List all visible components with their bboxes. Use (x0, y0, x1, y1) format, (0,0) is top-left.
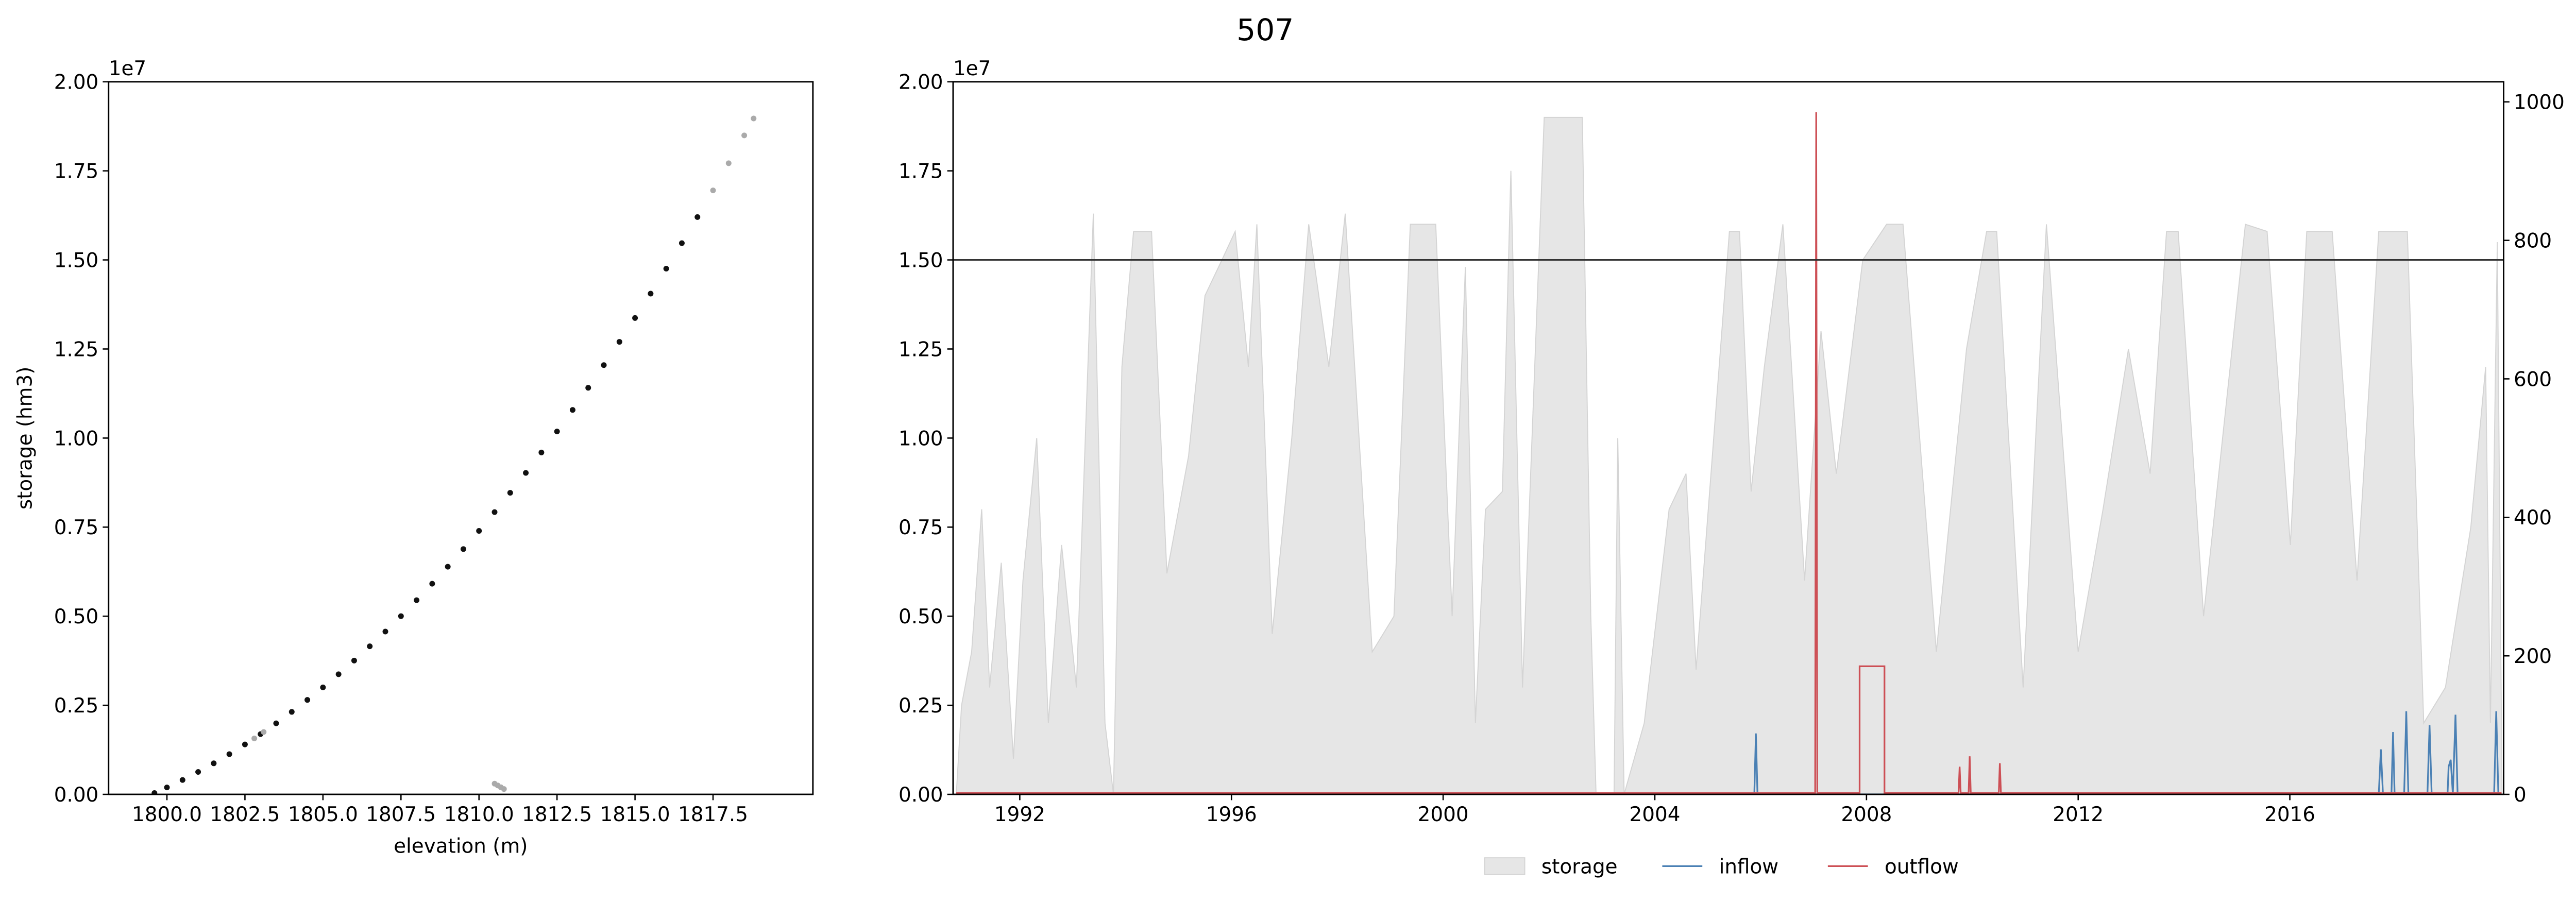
scatter-point (320, 684, 326, 690)
y-tick-label: 0.00 (899, 784, 943, 807)
scatter-point (679, 240, 685, 246)
scatter-point (382, 628, 388, 635)
x-tick-label: 2000 (1418, 803, 1469, 826)
scatter-point (725, 160, 732, 166)
scatter-point (398, 613, 404, 619)
area (956, 116, 2503, 795)
legend-swatch (1484, 857, 1526, 875)
scatter-point (476, 528, 482, 534)
scatter-point (616, 339, 622, 345)
y-tick-label: 2.00 (899, 71, 943, 94)
y-tick-label: 1.50 (54, 249, 99, 272)
y2-tick-label: 0 (2514, 784, 2527, 807)
x-tick-label: 1817.5 (678, 803, 748, 826)
y2-tick-label: 1000 (2514, 91, 2565, 114)
y-tick-label: 2.00 (54, 71, 99, 94)
scatter-point (460, 546, 466, 552)
x-tick-label: 1815.0 (600, 803, 670, 826)
line (956, 112, 2502, 794)
scatter-point (273, 720, 279, 726)
scatter-point (226, 751, 232, 757)
x-tick-label: 1810.0 (444, 803, 514, 826)
x-tick-label: 2008 (1841, 803, 1892, 826)
scatter-point (242, 741, 248, 747)
y-tick-label: 1.00 (54, 427, 99, 450)
x-tick-label: 1996 (1206, 803, 1257, 826)
y-tick-label: 1.75 (54, 160, 99, 183)
y-tick-label: 1.75 (899, 160, 943, 183)
scatter-point (429, 581, 435, 587)
scatter-point (507, 490, 513, 496)
scatter-point (151, 790, 158, 795)
legend: storage inflow outflow (1484, 855, 1959, 878)
scatter-point (694, 214, 701, 220)
y-offset-label: 1e7 (953, 57, 991, 80)
legend-label: outflow (1885, 855, 1959, 878)
scatter-point (554, 429, 560, 435)
y2-tick-label: 400 (2514, 506, 2552, 530)
scatter-point (195, 769, 201, 775)
y-tick-label: 1.25 (899, 338, 943, 361)
scatter-point (289, 709, 295, 715)
scatter-point (663, 266, 669, 272)
y-tick-label: 0.75 (54, 516, 99, 539)
scatter-point (211, 760, 217, 767)
scatter-point (304, 697, 311, 703)
scatter-point (585, 385, 591, 391)
chart-title: 507 (1236, 12, 1294, 47)
plot-area (953, 112, 2504, 795)
scatter-point (251, 735, 258, 741)
scatter-point (648, 291, 654, 297)
legend-label: inflow (1719, 855, 1778, 878)
scatter-point (601, 362, 607, 368)
y-tick-label: 0.50 (899, 605, 943, 628)
scatter-point (751, 115, 757, 122)
x-tick-label: 1802.5 (210, 803, 280, 826)
scatter-point (351, 657, 357, 663)
x-tick-label: 1812.5 (522, 803, 592, 826)
scatter-point (523, 470, 529, 476)
scatter-point (538, 449, 545, 455)
y-tick-label: 0.75 (899, 516, 943, 539)
x-tick-label: 1800.0 (132, 803, 202, 826)
y-tick-label: 1.25 (54, 338, 99, 361)
scatter-point (492, 509, 498, 515)
y-tick-label: 1.00 (899, 427, 943, 450)
scatter-point (569, 407, 575, 413)
x-tick-label: 2012 (2053, 803, 2104, 826)
x-tick-label: 1807.5 (366, 803, 436, 826)
y-tick-label: 0.00 (54, 784, 99, 807)
y-tick-label: 0.25 (54, 694, 99, 718)
scatter-point (414, 597, 420, 603)
scatter-point (179, 777, 185, 783)
x-axis-label: elevation (m) (394, 835, 528, 858)
scatter-point (261, 729, 267, 735)
y2-tick-label: 200 (2514, 645, 2552, 668)
x-tick-label: 2016 (2264, 803, 2315, 826)
y-tick-label: 0.25 (899, 694, 943, 718)
scatter-point (445, 564, 451, 570)
scatter-point (367, 643, 373, 650)
scatter-point (501, 786, 507, 792)
scatter-point (335, 671, 342, 677)
line (956, 711, 2502, 795)
y2-tick-label: 800 (2514, 230, 2552, 253)
y-axis-label: storage (hm3) (14, 367, 37, 510)
y-offset-label: 1e7 (109, 57, 146, 80)
x-tick-label: 1805.0 (288, 803, 358, 826)
scatter-point (632, 315, 638, 321)
y-tick-label: 0.50 (54, 605, 99, 628)
plot-area (151, 115, 757, 795)
scatter-point (710, 188, 716, 194)
y2-tick-label: 600 (2514, 368, 2552, 391)
scatter-point (741, 132, 748, 139)
x-tick-label: 1992 (994, 803, 1045, 826)
scatter-point (164, 785, 170, 791)
legend-label: storage (1541, 855, 1618, 878)
y-tick-label: 1.50 (899, 249, 943, 272)
x-tick-label: 2004 (1630, 803, 1681, 826)
